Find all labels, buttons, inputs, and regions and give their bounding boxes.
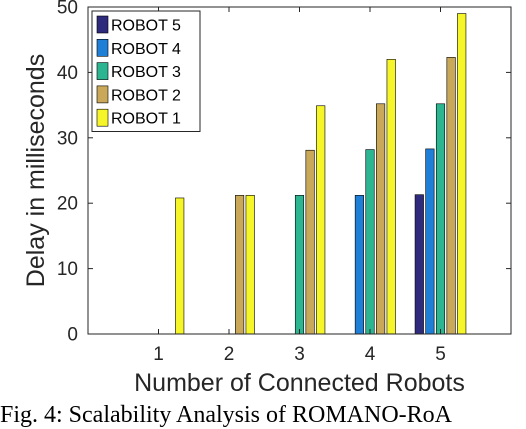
legend-swatch [96,15,109,34]
legend-swatch [96,85,109,104]
y-tick-label: 10 [57,259,78,280]
legend-label: ROBOT 3 [111,64,181,81]
y-tick-label: 30 [57,128,78,149]
legend-swatch [96,62,109,80]
bar-robot-2-x5 [446,57,456,335]
bar-robot-2-x3 [305,149,315,335]
legend-label: ROBOT 5 [111,18,181,35]
legend-box [91,10,201,132]
y-tick-label: 0 [67,325,78,346]
x-tick-label: 1 [153,344,164,365]
bar-robot-4-x5 [425,148,435,335]
x-tick-label: 5 [435,344,446,365]
bar-robot-1-x4 [386,59,396,335]
bar-robot-5-x5 [414,194,424,335]
y-tick-label: 50 [57,0,78,19]
y-tick-label: 40 [57,63,78,84]
y-axis-label: Delay in milliseconds [22,54,50,287]
legend: ROBOT 5 ROBOT 4 ROBOT 3 ROBOT 2 ROBOT 1 [91,10,201,132]
legend-label: ROBOT 2 [111,87,181,104]
bar-robot-3-x5 [435,103,446,335]
axes [87,6,512,335]
legend-label: ROBOT 1 [111,111,181,128]
x-tick-label: 4 [365,344,376,365]
tick-labels: 0 10 20 30 40 50 1 2 3 4 5 [57,0,446,365]
bar-robot-1-x2 [245,195,255,335]
y-tick-label: 20 [57,194,78,215]
bar-robot-1-x5 [457,13,467,335]
legend-swatch [96,108,109,127]
figure-caption: Fig. 4: Scalability Analysis of ROMANO-R… [0,402,453,428]
bar-robot-4-x4 [354,195,364,335]
legend-swatch [96,38,109,57]
x-axis-label: Number of Connected Robots [134,369,465,397]
bar-robot-1-x1 [175,197,185,335]
bar-robot-3-x4 [365,149,375,335]
bar-robot-2-x4 [376,103,386,335]
bar-robot-2-x2 [235,195,245,335]
x-tick-label: 3 [294,344,305,365]
bar-chart: 0 10 20 30 40 50 1 2 3 4 5 Number of Connected Rob… [22,0,512,397]
legend-label: ROBOT 4 [111,41,181,58]
bar-robot-3-x3 [294,195,305,335]
bar-robot-1-x3 [316,105,326,335]
x-tick-label: 2 [224,344,235,365]
